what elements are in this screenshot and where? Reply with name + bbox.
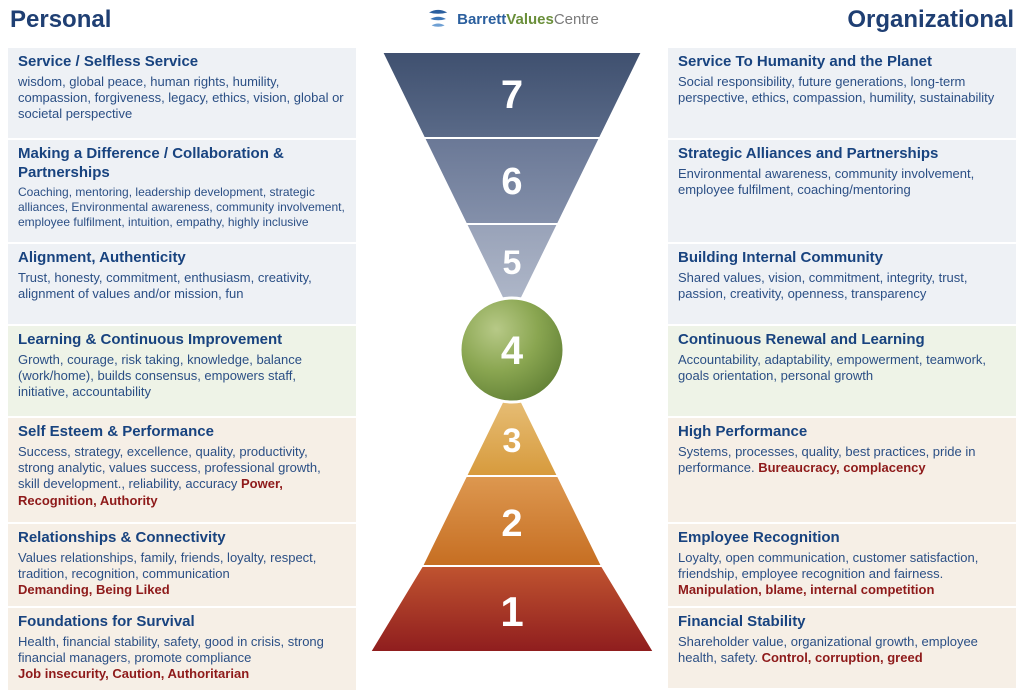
level-title: Strategic Alliances and Partnerships (678, 145, 1006, 164)
negative-values: Power, Recognition, Authority (18, 476, 283, 507)
level-body: Social responsibility, future generation… (678, 74, 1006, 107)
level-4-number: 4 (501, 329, 524, 373)
level-title: Service / Selfless Service (18, 53, 346, 72)
level-body: Success, strategy, excellence, quality, … (18, 444, 346, 509)
level-title: Relationships & Connectivity (18, 529, 346, 548)
level-body: Coaching, mentoring, leadership developm… (18, 185, 346, 230)
personal-column: Service / Selfless Service wisdom, global… (8, 48, 356, 690)
logo-text: BarrettValuesCentre (457, 11, 599, 28)
level-block-7: Service / Selfless Service wisdom, global… (8, 48, 356, 138)
level-body: Growth, courage, risk taking, knowledge,… (18, 352, 346, 401)
level-body: Health, financial stability, safety, goo… (18, 634, 346, 683)
level-2-number: 2 (501, 503, 522, 545)
level-title: Continuous Renewal and Learning (678, 331, 1006, 350)
level-body: Loyalty, open communication, customer sa… (678, 550, 1006, 599)
level-7-number: 7 (501, 73, 523, 117)
level-title: Financial Stability (678, 613, 1006, 632)
negative-values: Bureaucracy, complacency (758, 460, 925, 475)
level-title: Employee Recognition (678, 529, 1006, 548)
personal-column-title: Personal (10, 6, 111, 34)
negative-values: Manipulation, blame, internal competitio… (678, 582, 934, 597)
level-title: Alignment, Authenticity (18, 249, 346, 268)
level-3-number: 3 (503, 422, 522, 460)
level-body: Shared values, vision, commitment, integ… (678, 270, 1006, 303)
brand-logo: BarrettValuesCentre (425, 6, 599, 32)
level-body: Shareholder value, organizational growth… (678, 634, 1006, 667)
level-body: Values relationships, family, friends, l… (18, 550, 346, 599)
level-title: High Performance (678, 423, 1006, 442)
level-block-6: Strategic Alliances and Partnerships Envi… (668, 140, 1016, 242)
level-1-number: 1 (500, 588, 523, 635)
negative-values: Control, corruption, greed (762, 650, 923, 665)
level-title: Making a Difference / Collaboration & Pa… (18, 145, 346, 183)
level-block-3: Self Esteem & Performance Success, strate… (8, 418, 356, 522)
level-title: Building Internal Community (678, 249, 1006, 268)
level-body: wisdom, global peace, human rights, humi… (18, 74, 346, 123)
logo-icon (425, 6, 451, 32)
organizational-column: Service To Humanity and the Planet Social… (668, 48, 1016, 688)
level-block-4: Continuous Renewal and Learning Accountab… (668, 326, 1016, 416)
level-body: Systems, processes, quality, best practi… (678, 444, 1006, 477)
level-block-6: Making a Difference / Collaboration & Pa… (8, 140, 356, 242)
level-block-2: Employee Recognition Loyalty, open commun… (668, 524, 1016, 606)
level-block-5: Alignment, Authenticity Trust, honesty, c… (8, 244, 356, 324)
level-title: Self Esteem & Performance (18, 423, 346, 442)
level-title: Learning & Continuous Improvement (18, 331, 346, 350)
level-body: Accountability, adaptability, empowermen… (678, 352, 1006, 385)
level-5-number: 5 (503, 244, 522, 282)
level-block-1: Foundations for Survival Health, financia… (8, 608, 356, 690)
level-body: Environmental awareness, community invol… (678, 166, 1006, 199)
level-block-7: Service To Humanity and the Planet Social… (668, 48, 1016, 138)
negative-values: Demanding, Being Liked (18, 582, 170, 597)
level-block-2: Relationships & Connectivity Values relat… (8, 524, 356, 606)
level-6-number: 6 (501, 161, 522, 203)
level-block-4: Learning & Continuous Improvement Growth,… (8, 326, 356, 416)
organizational-column-title: Organizational (847, 6, 1014, 34)
level-title: Service To Humanity and the Planet (678, 53, 1006, 72)
level-body: Trust, honesty, commitment, enthusiasm, … (18, 270, 346, 303)
level-title: Foundations for Survival (18, 613, 346, 632)
level-block-5: Building Internal Community Shared values… (668, 244, 1016, 324)
level-block-3: High Performance Systems, processes, qual… (668, 418, 1016, 522)
hourglass-diagram: 7 6 5 4 3 2 1 (362, 42, 662, 658)
level-block-1: Financial Stability Shareholder value, or… (668, 608, 1016, 688)
